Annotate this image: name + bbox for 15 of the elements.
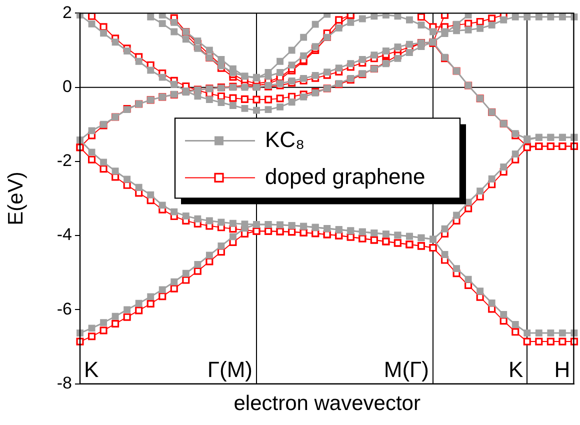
x-axis-title: electron wavevector <box>234 392 420 416</box>
annotation: K <box>84 356 99 382</box>
annotation: H <box>554 356 570 382</box>
annotation: Γ(M) <box>207 356 252 382</box>
y-tick-label: 0 <box>62 77 72 96</box>
annotation: M(Γ) <box>384 356 429 382</box>
annotation: K <box>508 356 524 382</box>
y-axis-title: E(eV) <box>4 172 28 226</box>
legend-label: KC₈ <box>265 126 305 152</box>
legend-label: doped graphene <box>265 164 426 189</box>
y-tick-label: -6 <box>56 299 72 318</box>
y-tick-label: -2 <box>56 151 72 170</box>
y-tick-label: -8 <box>56 373 72 392</box>
y-tick-label: -4 <box>56 225 72 244</box>
y-tick-label: 2 <box>62 2 72 22</box>
